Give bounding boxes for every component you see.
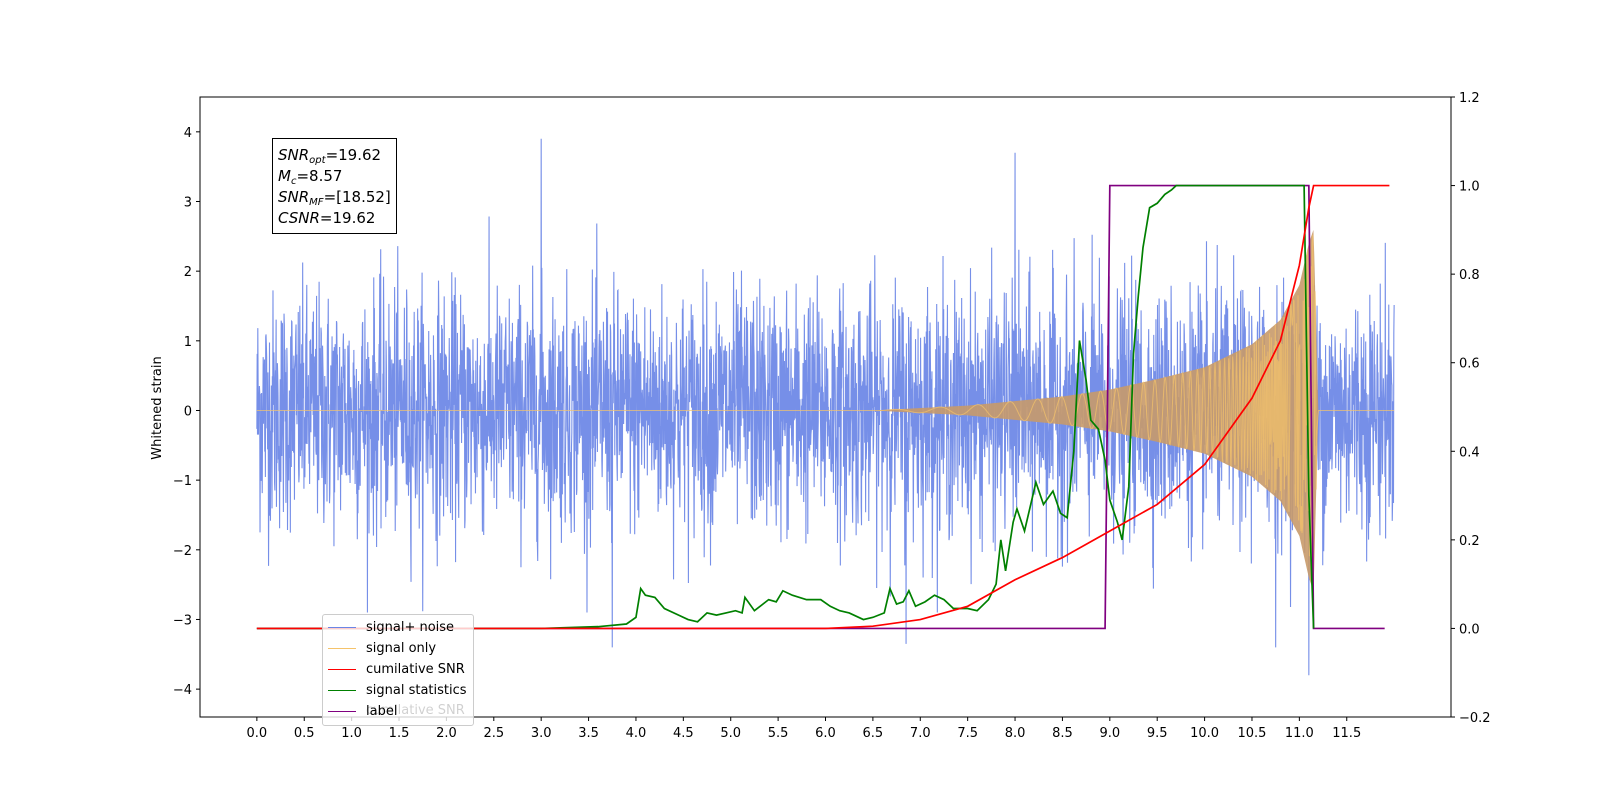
x-tick-label: 2.0 — [436, 726, 457, 741]
csnr-row: CSNR=19.62 — [278, 209, 376, 227]
y-tick-label: −1 — [173, 474, 192, 489]
y2-tick-label: 0.6 — [1459, 357, 1480, 372]
y2-tick-label: 0.4 — [1459, 445, 1480, 460]
legend-item-signal-noise: signal+ noise — [328, 617, 467, 638]
y-tick-label: 4 — [184, 126, 192, 141]
y-tick-label: 1 — [184, 335, 192, 350]
y-tick-label: 0 — [184, 404, 192, 419]
legend-item-signal-statistics: signal statistics — [328, 680, 467, 701]
y-tick-label: 3 — [184, 195, 192, 210]
y2-tick-label: 1.0 — [1459, 180, 1480, 195]
y-axis-right: 1.2 1.0 0.8 0.6 0.4 0.2 0.0 −0.2 — [1451, 91, 1491, 726]
snr-mf-value: =[18.52] — [323, 188, 391, 206]
x-tick-label: 7.5 — [957, 726, 978, 741]
series-signal-only — [256, 229, 1395, 592]
x-tick-label: 5.5 — [768, 726, 789, 741]
legend-swatch — [328, 669, 356, 670]
mc-value: =8.57 — [296, 167, 343, 185]
legend-swatch — [328, 648, 356, 649]
right-axis-series — [256, 184, 1390, 630]
x-tick-label: 4.5 — [673, 726, 694, 741]
x-tick-label: 6.0 — [815, 726, 836, 741]
x-tick-label: 9.0 — [1099, 726, 1120, 741]
y-axis-left: 4 3 2 1 0 −1 −2 −3 −4 — [173, 126, 200, 698]
mc-row: Mc=8.57 — [278, 167, 343, 187]
x-tick-label: 4.0 — [626, 726, 647, 741]
legend-label: signal statistics — [366, 683, 467, 698]
snr-mf-row: SNRMF=[18.52] — [278, 188, 391, 208]
x-tick-label: 8.0 — [1005, 726, 1026, 741]
y2-tick-label: 0.0 — [1459, 622, 1480, 637]
y2-tick-label: 1.2 — [1459, 91, 1480, 106]
x-tick-label: 8.5 — [1052, 726, 1073, 741]
y2-tick-label: −0.2 — [1459, 711, 1491, 726]
csnr-value: =19.62 — [319, 209, 376, 227]
cumulative-snr-line — [256, 184, 1390, 630]
y2-tick-label: 0.8 — [1459, 268, 1480, 283]
legend-swatch — [328, 711, 356, 712]
legend-label: label — [366, 704, 398, 719]
x-axis: 0.0 0.5 1.0 1.5 2.0 2.5 3.0 3.5 4.0 4.5 5.0 5.5 6.0 6… — [247, 717, 1361, 741]
x-tick-label: 10.5 — [1238, 726, 1267, 741]
y-tick-label: −3 — [173, 613, 192, 628]
x-tick-label: 10.0 — [1190, 726, 1219, 741]
x-tick-label: 3.0 — [531, 726, 552, 741]
legend-label: cumilative SNR — [366, 662, 465, 677]
legend-item-signal-only: signal only — [328, 638, 467, 659]
legend-swatch — [328, 627, 356, 628]
y-tick-label: −4 — [173, 683, 192, 698]
x-tick-label: 6.5 — [863, 726, 884, 741]
signal-statistics-line — [256, 184, 1315, 630]
legend-label: signal+ noise — [366, 620, 455, 635]
legend-item-cumulative-snr: cumilative SNR — [328, 659, 467, 680]
x-tick-label: 0.5 — [294, 726, 315, 741]
x-tick-label: 2.5 — [483, 726, 504, 741]
y-axis-label: Whitened strain — [150, 356, 165, 459]
x-tick-label: 11.5 — [1332, 726, 1361, 741]
x-tick-label: 9.5 — [1147, 726, 1168, 741]
snr-opt-row: SNRopt=19.62 — [278, 146, 382, 166]
y-tick-label: 2 — [184, 265, 192, 280]
x-tick-label: 1.0 — [341, 726, 362, 741]
signal-only-fill — [825, 229, 1319, 592]
x-tick-label: 0.0 — [247, 726, 268, 741]
x-tick-label: 7.0 — [910, 726, 931, 741]
x-tick-label: 3.5 — [578, 726, 599, 741]
x-tick-label: 1.5 — [389, 726, 410, 741]
metrics-annotation-box: SNRopt=19.62 Mc=8.57 SNRMF=[18.52] CSNR=… — [272, 138, 397, 234]
y2-tick-label: 0.2 — [1459, 534, 1480, 549]
x-tick-label: 5.0 — [720, 726, 741, 741]
legend-item-label: label cumilative SNR — [328, 701, 467, 722]
legend-overlay-text: cumilative SNR — [366, 703, 465, 718]
x-tick-label: 11.0 — [1285, 726, 1314, 741]
legend-swatch — [328, 690, 356, 691]
legend-label: signal only — [366, 641, 437, 656]
y-tick-label: −2 — [173, 544, 192, 559]
legend: signal+ noise signal only cumilative SNR… — [322, 614, 474, 726]
snr-opt-value: =19.62 — [325, 146, 382, 164]
signal-only-line — [256, 234, 1395, 557]
